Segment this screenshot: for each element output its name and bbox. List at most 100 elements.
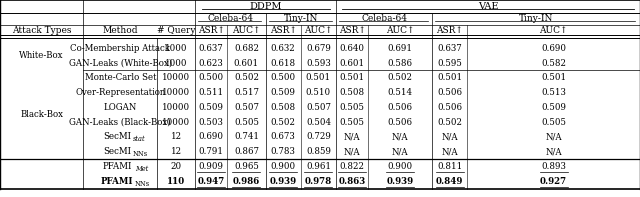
Text: 0.595: 0.595 [437, 59, 462, 68]
Text: 0.601: 0.601 [339, 59, 365, 68]
Text: 12: 12 [170, 132, 182, 141]
Text: Tiny-IN: Tiny-IN [519, 14, 553, 23]
Text: 0.637: 0.637 [437, 44, 462, 53]
Text: 0.513: 0.513 [541, 88, 566, 97]
Text: 0.508: 0.508 [271, 103, 296, 112]
Text: N/A: N/A [392, 132, 408, 141]
Text: 0.859: 0.859 [306, 147, 331, 156]
Text: ASR↑: ASR↑ [198, 26, 225, 35]
Text: stat: stat [133, 136, 146, 143]
Text: 0.505: 0.505 [339, 103, 365, 112]
Text: 0.506: 0.506 [387, 118, 413, 127]
Text: 0.506: 0.506 [437, 103, 462, 112]
Text: Method: Method [102, 26, 138, 35]
Text: 0.986: 0.986 [233, 177, 260, 186]
Text: 1000: 1000 [164, 44, 188, 53]
Text: 0.690: 0.690 [541, 44, 566, 53]
Text: Co-Membership Attack: Co-Membership Attack [70, 44, 170, 53]
Text: 0.504: 0.504 [306, 118, 331, 127]
Text: Tiny-IN: Tiny-IN [284, 14, 318, 23]
Text: ASR↑: ASR↑ [436, 26, 463, 35]
Text: 0.509: 0.509 [198, 103, 224, 112]
Text: 0.729: 0.729 [306, 132, 331, 141]
Text: 0.510: 0.510 [306, 88, 331, 97]
Text: 0.947: 0.947 [198, 177, 225, 186]
Text: 0.505: 0.505 [541, 118, 566, 127]
Text: 0.811: 0.811 [437, 162, 462, 171]
Text: 0.506: 0.506 [437, 88, 462, 97]
Text: 0.618: 0.618 [271, 59, 296, 68]
Text: 0.500: 0.500 [198, 73, 224, 82]
Text: 0.501: 0.501 [437, 73, 462, 82]
Text: 0.502: 0.502 [437, 118, 462, 127]
Text: 0.965: 0.965 [234, 162, 259, 171]
Text: GAN-Leaks (White-Box): GAN-Leaks (White-Box) [68, 59, 172, 68]
Text: GAN-Leaks (Black-Box): GAN-Leaks (Black-Box) [70, 118, 171, 127]
Text: Celeba-64: Celeba-64 [361, 14, 407, 23]
Text: 0.623: 0.623 [199, 59, 223, 68]
Text: 0.900: 0.900 [271, 162, 296, 171]
Text: N/A: N/A [545, 132, 562, 141]
Text: Black-Box: Black-Box [20, 110, 63, 119]
Text: 0.582: 0.582 [541, 59, 566, 68]
Text: 0.978: 0.978 [305, 177, 332, 186]
Text: AUC↑: AUC↑ [386, 26, 414, 35]
Text: 0.502: 0.502 [234, 73, 259, 82]
Text: 0.849: 0.849 [436, 177, 463, 186]
Text: 0.893: 0.893 [541, 162, 566, 171]
Text: 0.900: 0.900 [387, 162, 413, 171]
Text: 0.601: 0.601 [234, 59, 259, 68]
Text: SecMI: SecMI [103, 147, 131, 156]
Text: AUC↑: AUC↑ [540, 26, 568, 35]
Text: 110: 110 [167, 177, 185, 186]
Text: ASR↑: ASR↑ [339, 26, 365, 35]
Text: PFAMI: PFAMI [102, 162, 132, 171]
Text: 0.927: 0.927 [540, 177, 567, 186]
Text: PFAMI: PFAMI [101, 177, 133, 186]
Text: 0.673: 0.673 [271, 132, 296, 141]
Text: 0.939: 0.939 [387, 177, 413, 186]
Text: 12: 12 [170, 147, 182, 156]
Text: LOGAN: LOGAN [104, 103, 137, 112]
Text: 0.822: 0.822 [339, 162, 365, 171]
Text: ASR↑: ASR↑ [270, 26, 296, 35]
Text: AUC↑: AUC↑ [232, 26, 260, 35]
Text: 0.507: 0.507 [234, 103, 259, 112]
Text: N/A: N/A [344, 132, 360, 141]
Text: White-Box: White-Box [19, 51, 64, 60]
Text: NNs: NNs [133, 150, 148, 158]
Text: 0.501: 0.501 [541, 73, 566, 82]
Text: 10000: 10000 [162, 118, 190, 127]
Text: 0.502: 0.502 [387, 73, 413, 82]
Text: Monte-Carlo Set: Monte-Carlo Set [84, 73, 156, 82]
Text: 0.506: 0.506 [387, 103, 413, 112]
Text: 0.682: 0.682 [234, 44, 259, 53]
Text: 0.690: 0.690 [198, 132, 224, 141]
Text: 20: 20 [170, 162, 182, 171]
Text: 0.939: 0.939 [269, 177, 297, 186]
Text: DDPM: DDPM [250, 2, 282, 11]
Text: 0.507: 0.507 [306, 103, 331, 112]
Text: 0.783: 0.783 [271, 147, 296, 156]
Text: 0.501: 0.501 [306, 73, 331, 82]
Text: 0.909: 0.909 [198, 162, 224, 171]
Text: N/A: N/A [442, 132, 458, 141]
Text: 0.863: 0.863 [339, 177, 365, 186]
Text: 0.593: 0.593 [306, 59, 331, 68]
Text: N/A: N/A [344, 147, 360, 156]
Text: Met: Met [135, 165, 148, 173]
Text: 0.511: 0.511 [198, 88, 224, 97]
Text: VAE: VAE [477, 2, 499, 11]
Text: AUC↑: AUC↑ [304, 26, 333, 35]
Text: N/A: N/A [545, 147, 562, 156]
Text: 0.509: 0.509 [271, 88, 296, 97]
Text: 0.500: 0.500 [271, 73, 296, 82]
Text: 0.501: 0.501 [339, 73, 365, 82]
Text: Over-Representation: Over-Representation [75, 88, 166, 97]
Text: 0.509: 0.509 [541, 103, 566, 112]
Text: 0.632: 0.632 [271, 44, 296, 53]
Text: 0.505: 0.505 [234, 118, 259, 127]
Text: 0.514: 0.514 [387, 88, 413, 97]
Text: 0.508: 0.508 [339, 88, 365, 97]
Text: 0.637: 0.637 [199, 44, 223, 53]
